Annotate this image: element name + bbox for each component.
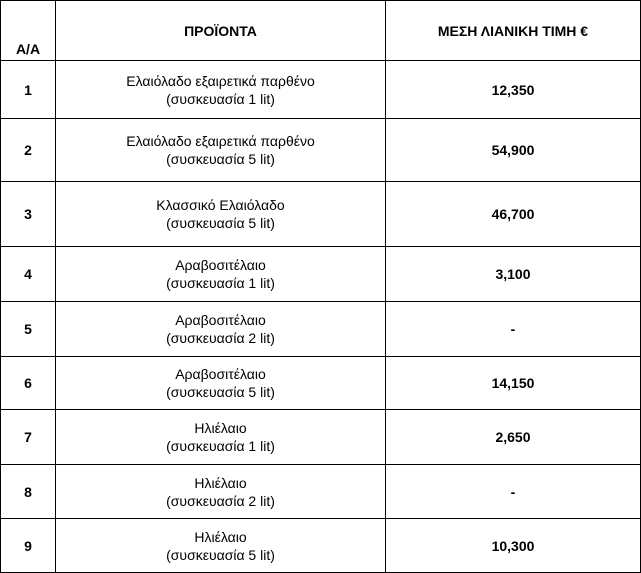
table-row: 5 Αραβοσιτέλαιο (συσκευασία 2 lit) - bbox=[0, 301, 641, 357]
table-row: 6 Αραβοσιτέλαιο (συσκευασία 5 lit) 14,150 bbox=[0, 356, 641, 410]
row-index: 4 bbox=[0, 246, 56, 302]
header-product: ΠΡΟΪΟΝΤΑ bbox=[55, 0, 386, 61]
row-index: 5 bbox=[0, 301, 56, 357]
product-name: Αραβοσιτέλαιο bbox=[175, 366, 266, 382]
row-index: 8 bbox=[0, 464, 56, 519]
row-index: 3 bbox=[0, 181, 56, 247]
product-name: Ηλιέλαιο bbox=[194, 420, 247, 436]
product-name: Ηλιέλαιο bbox=[194, 474, 247, 491]
row-index: 7 bbox=[0, 409, 56, 465]
row-index: 1 bbox=[0, 60, 56, 119]
header-price: ΜΕΣΗ ΛΙΑΝΙΚΗ ΤΙΜΗ € bbox=[385, 0, 641, 61]
table-row: 7 Ηλιέλαιο (συσκευασία 1 lit) 2,650 bbox=[0, 409, 641, 465]
product-name: Ηλιέλαιο bbox=[194, 528, 247, 545]
price-cell: - bbox=[385, 301, 641, 357]
price-cell: 12,350 bbox=[385, 60, 641, 119]
product-name: Ελαιόλαδο εξαιρετικά παρθένο bbox=[126, 72, 315, 89]
product-cell: Ηλιέλαιο (συσκευασία 2 lit) bbox=[55, 464, 386, 519]
product-pack: (συσκευασία 1 lit) bbox=[166, 90, 275, 107]
price-cell: 14,150 bbox=[385, 356, 641, 410]
product-pack: (συσκευασία 2 lit) bbox=[166, 330, 275, 346]
product-pack: (συσκευασία 5 lit) bbox=[166, 546, 275, 563]
price-cell: 54,900 bbox=[385, 118, 641, 182]
table-row: 1 Ελαιόλαδο εξαιρετικά παρθένο (συσκευασί… bbox=[0, 60, 641, 119]
table-row: 2 Ελαιόλαδο εξαιρετικά παρθένο (συσκευασί… bbox=[0, 118, 641, 182]
price-cell: 3,100 bbox=[385, 246, 641, 302]
product-name: Ελαιόλαδο εξαιρετικά παρθένο bbox=[126, 133, 315, 149]
product-cell: Ελαιόλαδο εξαιρετικά παρθένο (συσκευασία … bbox=[55, 60, 386, 119]
header-row: Α/Α ΠΡΟΪΟΝΤΑ ΜΕΣΗ ΛΙΑΝΙΚΗ ΤΙΜΗ € bbox=[0, 0, 641, 61]
table-row: 4 Αραβοσιτέλαιο (συσκευασία 1 lit) 3,100 bbox=[0, 246, 641, 302]
product-pack: (συσκευασία 2 lit) bbox=[166, 492, 275, 509]
product-cell: Αραβοσιτέλαιο (συσκευασία 1 lit) bbox=[55, 246, 386, 302]
product-name: Αραβοσιτέλαιο bbox=[175, 257, 266, 273]
product-cell: Αραβοσιτέλαιο (συσκευασία 5 lit) bbox=[55, 356, 386, 410]
row-index: 2 bbox=[0, 118, 56, 182]
table-row: 9 Ηλιέλαιο (συσκευασία 5 lit) 10,300 bbox=[0, 518, 641, 573]
table-row: 8 Ηλιέλαιο (συσκευασία 2 lit) - bbox=[0, 464, 641, 519]
price-cell: 46,700 bbox=[385, 181, 641, 247]
header-index: Α/Α bbox=[0, 0, 56, 61]
table-row: 3 Κλασσικό Ελαιόλαδο (συσκευασία 5 lit) 4… bbox=[0, 181, 641, 247]
product-name: Αραβοσιτέλαιο bbox=[175, 312, 266, 328]
product-cell: Ηλιέλαιο (συσκευασία 5 lit) bbox=[55, 518, 386, 573]
price-cell: - bbox=[385, 464, 641, 519]
price-cell: 2,650 bbox=[385, 409, 641, 465]
product-pack: (συσκευασία 5 lit) bbox=[166, 384, 275, 400]
product-cell: Ηλιέλαιο (συσκευασία 1 lit) bbox=[55, 409, 386, 465]
product-pack: (συσκευασία 1 lit) bbox=[166, 275, 275, 291]
row-index: 6 bbox=[0, 356, 56, 410]
product-pack: (συσκευασία 1 lit) bbox=[166, 438, 275, 454]
product-cell: Ελαιόλαδο εξαιρετικά παρθένο (συσκευασία … bbox=[55, 118, 386, 182]
product-pack: (συσκευασία 5 lit) bbox=[166, 151, 275, 167]
product-cell: Κλασσικό Ελαιόλαδο (συσκευασία 5 lit) bbox=[55, 181, 386, 247]
row-index: 9 bbox=[0, 518, 56, 573]
product-cell: Αραβοσιτέλαιο (συσκευασία 2 lit) bbox=[55, 301, 386, 357]
price-cell: 10,300 bbox=[385, 518, 641, 573]
product-pack: (συσκευασία 5 lit) bbox=[166, 215, 275, 231]
product-name: Κλασσικό Ελαιόλαδο bbox=[156, 197, 285, 213]
